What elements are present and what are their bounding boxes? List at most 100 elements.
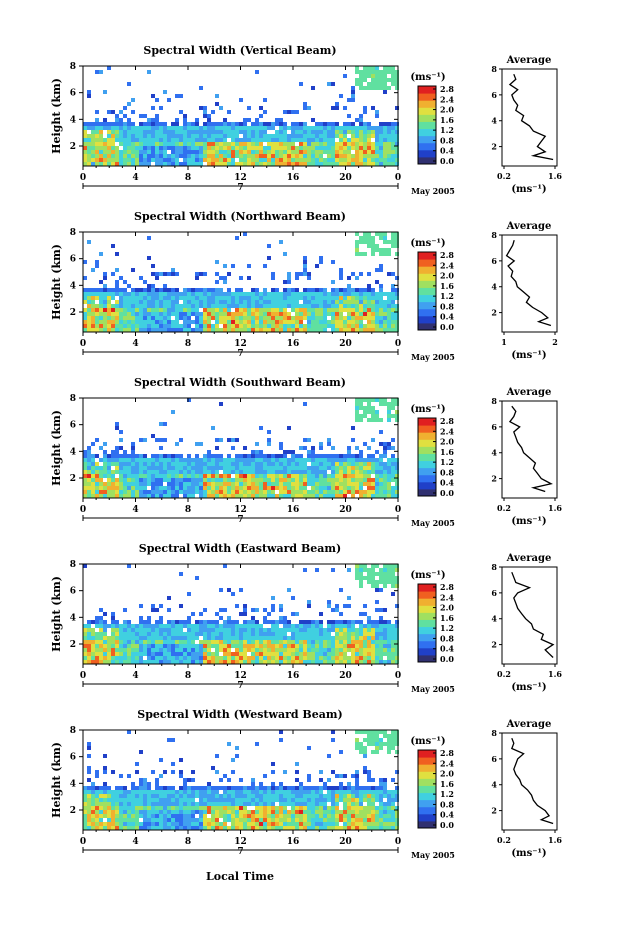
heatmap-cell — [111, 296, 115, 300]
heatmap-cell — [319, 316, 323, 320]
heatmap-cell — [367, 272, 371, 276]
heatmap-cell — [239, 300, 243, 304]
heatmap-cell — [295, 786, 299, 790]
heatmap-cell — [287, 486, 291, 490]
heatmap-cell — [187, 620, 191, 624]
heatmap-cell — [147, 794, 151, 798]
heatmap-cell — [215, 790, 219, 794]
heatmap-cell — [303, 130, 307, 134]
heatmap-cell — [87, 818, 91, 822]
heatmap-cell — [391, 288, 395, 292]
heatmap-cell — [203, 454, 207, 458]
heatmap-cell — [159, 288, 163, 292]
heatmap-cell — [247, 304, 251, 308]
heatmap-cell — [359, 656, 363, 660]
heatmap-cell — [151, 478, 155, 482]
heatmap-cell — [271, 660, 275, 664]
heatmap-cell — [123, 490, 127, 494]
heatmap-cell — [263, 474, 267, 478]
heatmap-cell — [351, 632, 355, 636]
heatmap-cell — [127, 138, 131, 142]
heatmap-cell — [267, 146, 271, 150]
heatmap-cell — [271, 486, 275, 490]
heatmap-cell — [203, 462, 207, 466]
heatmap-cell — [371, 628, 375, 632]
heatmap-cell — [367, 482, 371, 486]
heatmap-cell — [99, 142, 103, 146]
heatmap-cell — [199, 296, 203, 300]
heatmap-cell — [223, 142, 227, 146]
heatmap-cell — [323, 644, 327, 648]
heatmap-cell — [327, 632, 331, 636]
heatmap-cell — [211, 162, 215, 166]
heatmap-cell — [199, 462, 203, 466]
heatmap-cell — [107, 308, 111, 312]
heatmap-cell — [99, 134, 103, 138]
heatmap-cell — [347, 470, 351, 474]
heatmap-cell — [335, 648, 339, 652]
heatmap-cell — [215, 814, 219, 818]
heatmap-cell — [375, 628, 379, 632]
heatmap-cell — [367, 70, 371, 74]
heatmap-cell — [83, 316, 87, 320]
heatmap-cell — [391, 580, 395, 584]
heatmap-cell — [195, 300, 199, 304]
heatmap-cell — [387, 644, 391, 648]
heatmap-cell — [211, 644, 215, 648]
heatmap-cell — [315, 660, 319, 664]
heatmap-cell — [223, 126, 227, 130]
heatmap-cell — [131, 304, 135, 308]
heatmap-cell — [159, 106, 163, 110]
heatmap-cell — [135, 644, 139, 648]
date-label: May 2005 — [411, 518, 455, 528]
heatmap-cell — [363, 142, 367, 146]
heatmap-cell — [347, 114, 351, 118]
heatmap-cell — [387, 324, 391, 328]
heatmap-cell — [247, 106, 251, 110]
heatmap-cell — [251, 818, 255, 822]
heatmap-cell — [383, 232, 387, 236]
heatmap-cell — [227, 154, 231, 158]
heatmap-cell — [231, 300, 235, 304]
colorbar-tick-label: 1.2 — [440, 125, 454, 135]
average-unit: (ms⁻¹) — [511, 184, 546, 195]
heatmap-cell — [183, 624, 187, 628]
heatmap-cell — [123, 652, 127, 656]
heatmap-cell — [131, 624, 135, 628]
heatmap-cell — [379, 122, 383, 126]
heatmap-cell — [143, 474, 147, 478]
heatmap-cell — [227, 110, 231, 114]
heatmap-cell — [211, 806, 215, 810]
heatmap-cell — [323, 304, 327, 308]
heatmap-cell — [87, 786, 91, 790]
heatmap-cell — [127, 470, 131, 474]
heatmap-cell — [263, 632, 267, 636]
heatmap-cell — [231, 640, 235, 644]
heatmap-cell — [319, 466, 323, 470]
heatmap-cell — [335, 624, 339, 628]
heatmap-cell — [223, 130, 227, 134]
heatmap-cell — [183, 826, 187, 830]
heatmap-cell — [367, 462, 371, 466]
heatmap-cell — [363, 628, 367, 632]
heatmap-cell — [267, 644, 271, 648]
heatmap-cell — [263, 644, 267, 648]
heatmap-cell — [315, 652, 319, 656]
heatmap-cell — [231, 620, 235, 624]
heatmap-cell — [239, 806, 243, 810]
heatmap-cell — [171, 150, 175, 154]
heatmap-cell — [119, 814, 123, 818]
heatmap-cell — [383, 402, 387, 406]
heatmap-cell — [103, 450, 107, 454]
heatmap-cell — [251, 462, 255, 466]
heatmap-cell — [363, 252, 367, 256]
heatmap-cell — [167, 806, 171, 810]
heatmap-cell — [375, 70, 379, 74]
heatmap-cell — [283, 292, 287, 296]
heatmap-cell — [83, 158, 87, 162]
heatmap-cell — [275, 660, 279, 664]
heatmap-cell — [195, 320, 199, 324]
heatmap-cell — [151, 296, 155, 300]
heatmap-cell — [111, 308, 115, 312]
heatmap-cell — [95, 786, 99, 790]
